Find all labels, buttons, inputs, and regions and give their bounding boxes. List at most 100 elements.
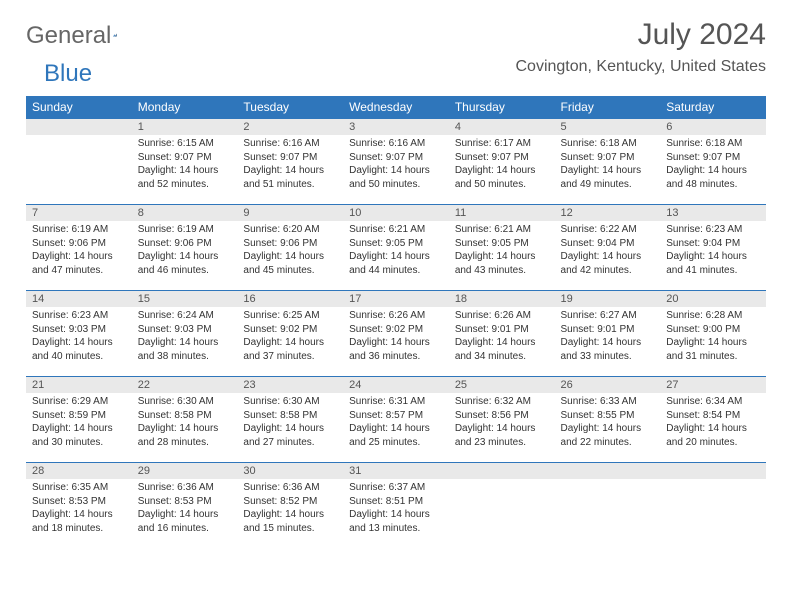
day-number: 17	[343, 291, 449, 307]
daylight-text: Daylight: 14 hours and 48 minutes.	[666, 164, 760, 191]
day-content: Sunrise: 6:36 AMSunset: 8:52 PMDaylight:…	[237, 479, 343, 539]
day-content: Sunrise: 6:18 AMSunset: 9:07 PMDaylight:…	[555, 135, 661, 195]
sunrise-text: Sunrise: 6:18 AM	[561, 137, 655, 151]
calendar-day-cell: 1Sunrise: 6:15 AMSunset: 9:07 PMDaylight…	[132, 119, 238, 205]
calendar-day-cell: 16Sunrise: 6:25 AMSunset: 9:02 PMDayligh…	[237, 291, 343, 377]
sunset-text: Sunset: 8:57 PM	[349, 409, 443, 423]
day-number: 16	[237, 291, 343, 307]
sunset-text: Sunset: 9:03 PM	[32, 323, 126, 337]
title-block: July 2024 Covington, Kentucky, United St…	[515, 18, 766, 76]
day-content: Sunrise: 6:26 AMSunset: 9:02 PMDaylight:…	[343, 307, 449, 367]
day-content: Sunrise: 6:25 AMSunset: 9:02 PMDaylight:…	[237, 307, 343, 367]
calendar-day-cell	[26, 119, 132, 205]
day-content: Sunrise: 6:20 AMSunset: 9:06 PMDaylight:…	[237, 221, 343, 281]
calendar-day-cell: 6Sunrise: 6:18 AMSunset: 9:07 PMDaylight…	[660, 119, 766, 205]
daylight-text: Daylight: 14 hours and 40 minutes.	[32, 336, 126, 363]
weekday-header: Thursday	[449, 96, 555, 119]
day-content: Sunrise: 6:21 AMSunset: 9:05 PMDaylight:…	[449, 221, 555, 281]
sunset-text: Sunset: 9:01 PM	[455, 323, 549, 337]
sunrise-text: Sunrise: 6:23 AM	[32, 309, 126, 323]
calendar-week-row: 14Sunrise: 6:23 AMSunset: 9:03 PMDayligh…	[26, 291, 766, 377]
daylight-text: Daylight: 14 hours and 44 minutes.	[349, 250, 443, 277]
sunrise-text: Sunrise: 6:36 AM	[138, 481, 232, 495]
day-content: Sunrise: 6:31 AMSunset: 8:57 PMDaylight:…	[343, 393, 449, 453]
weekday-header: Monday	[132, 96, 238, 119]
day-number: 24	[343, 377, 449, 393]
sunrise-text: Sunrise: 6:35 AM	[32, 481, 126, 495]
day-content: Sunrise: 6:30 AMSunset: 8:58 PMDaylight:…	[132, 393, 238, 453]
daylight-text: Daylight: 14 hours and 27 minutes.	[243, 422, 337, 449]
calendar-day-cell: 12Sunrise: 6:22 AMSunset: 9:04 PMDayligh…	[555, 205, 661, 291]
daylight-text: Daylight: 14 hours and 50 minutes.	[349, 164, 443, 191]
logo-mark-icon	[113, 26, 117, 44]
day-number: 7	[26, 205, 132, 221]
calendar-day-cell	[449, 463, 555, 549]
calendar-day-cell: 30Sunrise: 6:36 AMSunset: 8:52 PMDayligh…	[237, 463, 343, 549]
day-number	[449, 463, 555, 479]
daylight-text: Daylight: 14 hours and 18 minutes.	[32, 508, 126, 535]
day-content: Sunrise: 6:17 AMSunset: 9:07 PMDaylight:…	[449, 135, 555, 195]
calendar-day-cell: 28Sunrise: 6:35 AMSunset: 8:53 PMDayligh…	[26, 463, 132, 549]
calendar-day-cell: 15Sunrise: 6:24 AMSunset: 9:03 PMDayligh…	[132, 291, 238, 377]
day-number	[26, 119, 132, 135]
sunrise-text: Sunrise: 6:37 AM	[349, 481, 443, 495]
sunset-text: Sunset: 8:58 PM	[138, 409, 232, 423]
day-number: 1	[132, 119, 238, 135]
calendar-day-cell: 4Sunrise: 6:17 AMSunset: 9:07 PMDaylight…	[449, 119, 555, 205]
day-content	[660, 479, 766, 539]
day-content: Sunrise: 6:33 AMSunset: 8:55 PMDaylight:…	[555, 393, 661, 453]
calendar-day-cell: 19Sunrise: 6:27 AMSunset: 9:01 PMDayligh…	[555, 291, 661, 377]
logo: General	[26, 18, 135, 48]
sunrise-text: Sunrise: 6:18 AM	[666, 137, 760, 151]
calendar-day-cell: 20Sunrise: 6:28 AMSunset: 9:00 PMDayligh…	[660, 291, 766, 377]
calendar-day-cell	[660, 463, 766, 549]
day-content: Sunrise: 6:24 AMSunset: 9:03 PMDaylight:…	[132, 307, 238, 367]
sunset-text: Sunset: 9:01 PM	[561, 323, 655, 337]
calendar-day-cell: 27Sunrise: 6:34 AMSunset: 8:54 PMDayligh…	[660, 377, 766, 463]
sunset-text: Sunset: 9:07 PM	[138, 151, 232, 165]
calendar-day-cell: 11Sunrise: 6:21 AMSunset: 9:05 PMDayligh…	[449, 205, 555, 291]
calendar-day-cell: 21Sunrise: 6:29 AMSunset: 8:59 PMDayligh…	[26, 377, 132, 463]
day-content: Sunrise: 6:26 AMSunset: 9:01 PMDaylight:…	[449, 307, 555, 367]
day-number: 5	[555, 119, 661, 135]
sunset-text: Sunset: 9:07 PM	[243, 151, 337, 165]
sunrise-text: Sunrise: 6:19 AM	[138, 223, 232, 237]
sunrise-text: Sunrise: 6:16 AM	[349, 137, 443, 151]
day-content: Sunrise: 6:29 AMSunset: 8:59 PMDaylight:…	[26, 393, 132, 453]
calendar-day-cell: 7Sunrise: 6:19 AMSunset: 9:06 PMDaylight…	[26, 205, 132, 291]
daylight-text: Daylight: 14 hours and 42 minutes.	[561, 250, 655, 277]
daylight-text: Daylight: 14 hours and 43 minutes.	[455, 250, 549, 277]
day-content: Sunrise: 6:21 AMSunset: 9:05 PMDaylight:…	[343, 221, 449, 281]
day-number	[660, 463, 766, 479]
day-number: 9	[237, 205, 343, 221]
weekday-header-row: Sunday Monday Tuesday Wednesday Thursday…	[26, 96, 766, 119]
day-number: 2	[237, 119, 343, 135]
sunrise-text: Sunrise: 6:21 AM	[455, 223, 549, 237]
day-content: Sunrise: 6:19 AMSunset: 9:06 PMDaylight:…	[26, 221, 132, 281]
day-content: Sunrise: 6:22 AMSunset: 9:04 PMDaylight:…	[555, 221, 661, 281]
day-content: Sunrise: 6:27 AMSunset: 9:01 PMDaylight:…	[555, 307, 661, 367]
day-content: Sunrise: 6:23 AMSunset: 9:03 PMDaylight:…	[26, 307, 132, 367]
day-number: 3	[343, 119, 449, 135]
calendar-day-cell: 14Sunrise: 6:23 AMSunset: 9:03 PMDayligh…	[26, 291, 132, 377]
sunrise-text: Sunrise: 6:15 AM	[138, 137, 232, 151]
calendar-week-row: 7Sunrise: 6:19 AMSunset: 9:06 PMDaylight…	[26, 205, 766, 291]
page-subtitle: Covington, Kentucky, United States	[515, 58, 766, 76]
day-content: Sunrise: 6:28 AMSunset: 9:00 PMDaylight:…	[660, 307, 766, 367]
calendar-day-cell: 17Sunrise: 6:26 AMSunset: 9:02 PMDayligh…	[343, 291, 449, 377]
day-content: Sunrise: 6:23 AMSunset: 9:04 PMDaylight:…	[660, 221, 766, 281]
sunset-text: Sunset: 9:05 PM	[349, 237, 443, 251]
daylight-text: Daylight: 14 hours and 15 minutes.	[243, 508, 337, 535]
daylight-text: Daylight: 14 hours and 25 minutes.	[349, 422, 443, 449]
sunset-text: Sunset: 9:04 PM	[666, 237, 760, 251]
sunrise-text: Sunrise: 6:27 AM	[561, 309, 655, 323]
calendar-day-cell: 22Sunrise: 6:30 AMSunset: 8:58 PMDayligh…	[132, 377, 238, 463]
day-number: 31	[343, 463, 449, 479]
day-number: 18	[449, 291, 555, 307]
calendar-day-cell: 13Sunrise: 6:23 AMSunset: 9:04 PMDayligh…	[660, 205, 766, 291]
daylight-text: Daylight: 14 hours and 20 minutes.	[666, 422, 760, 449]
daylight-text: Daylight: 14 hours and 13 minutes.	[349, 508, 443, 535]
day-content: Sunrise: 6:16 AMSunset: 9:07 PMDaylight:…	[343, 135, 449, 195]
sunset-text: Sunset: 9:06 PM	[32, 237, 126, 251]
daylight-text: Daylight: 14 hours and 23 minutes.	[455, 422, 549, 449]
